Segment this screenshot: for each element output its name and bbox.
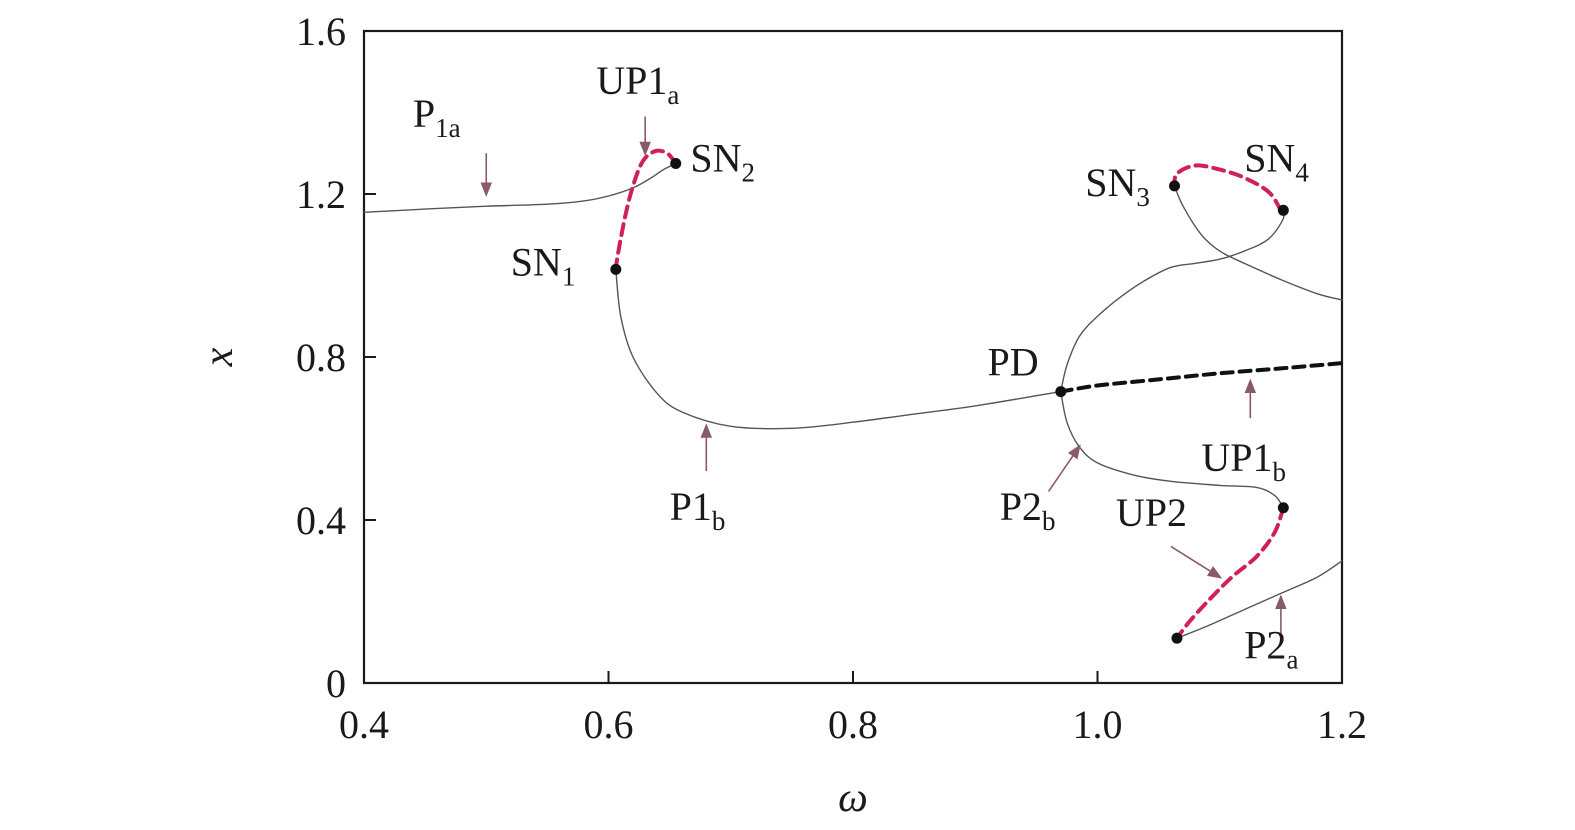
point-SN3 — [1169, 180, 1181, 192]
axis-ticks: 0.4 0.6 0.8 1.0 1.200.40.81.21.6 — [296, 9, 1367, 747]
y-tick-label: 0.8 — [296, 335, 346, 380]
x-axis-label: ω — [838, 775, 868, 821]
series-UP1a — [613, 148, 678, 272]
x-tick-label: 1.2 — [1317, 702, 1367, 747]
y-tick-label: 0.4 — [296, 498, 346, 543]
series-P2_upper — [1060, 209, 1285, 393]
y-tick-label: 1.6 — [296, 9, 346, 54]
arrow-p2b — [1047, 444, 1081, 492]
ann-p2a: P2a — [1244, 623, 1298, 675]
series-P1a — [363, 162, 677, 213]
series-P2a — [1176, 560, 1343, 639]
ann-p1b: P1b — [670, 484, 726, 536]
series-P2b — [1060, 390, 1284, 509]
point-SN1 — [610, 263, 622, 275]
series-P2_upper_right — [1173, 185, 1343, 301]
ann-up2: UP2 — [1116, 490, 1187, 535]
y-tick-label: 1.2 — [296, 172, 346, 217]
ann-p2b: P2b — [1000, 484, 1056, 536]
point-PD — [1055, 386, 1067, 398]
ann-pd: PD — [987, 339, 1038, 384]
point-SN2 — [670, 157, 682, 169]
ann-sn2: SN2 — [690, 136, 755, 188]
ann-sn3: SN3 — [1085, 160, 1150, 212]
ann-up1a: UP1a — [596, 58, 679, 110]
y-tick-label: 0 — [326, 661, 346, 706]
arrow-up2 — [1170, 545, 1223, 579]
series-P1b — [615, 268, 1062, 430]
annotations: SN1 SN2 SN3 SN4 PD UP1a P1a P1b P2b UP1b UP2 P2a — [413, 58, 1309, 674]
series-UP1b — [1058, 361, 1344, 394]
curves — [363, 148, 1344, 641]
ann-p1a: P1a — [413, 91, 461, 143]
x-tick-label: 0.8 — [828, 702, 878, 747]
annotation-arrows — [480, 116, 1287, 639]
point-SN4 — [1277, 204, 1289, 216]
y-axis-label: x — [196, 347, 242, 367]
series-UP2 — [1175, 505, 1286, 641]
ann-up1b: UP1b — [1201, 435, 1286, 487]
ann-sn1: SN1 — [511, 240, 576, 292]
plot-frame — [362, 29, 1344, 685]
x-tick-label: 0.6 — [584, 702, 634, 747]
point-marker-5 — [1277, 502, 1289, 514]
bifurcation-points — [610, 157, 1289, 644]
point-marker-6 — [1171, 632, 1183, 644]
ann-sn4: SN4 — [1244, 136, 1309, 188]
x-tick-label: 0.4 — [339, 702, 389, 747]
x-tick-label: 1.0 — [1073, 702, 1123, 747]
series-UP2_upper — [1172, 163, 1283, 213]
